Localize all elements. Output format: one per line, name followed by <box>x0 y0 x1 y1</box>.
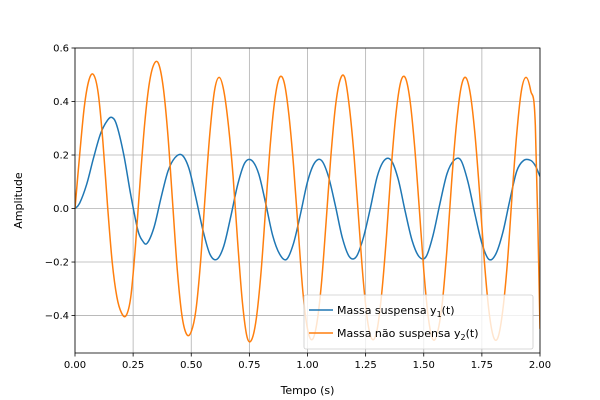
legend-label-massa-nao-suspensa: Massa não suspensa y2(t) <box>337 327 479 342</box>
x-tick-label: 0.50 <box>180 360 202 371</box>
x-axis: 0.00 0.25 0.50 0.75 1.00 1.25 1.50 1.75 2.00 <box>64 353 551 371</box>
x-tick-label: 0.00 <box>64 360 86 371</box>
y-tick-label: 0.6 <box>53 44 69 55</box>
legend-label-massa-nao-suspensa-tail: (t) <box>466 327 479 340</box>
legend-box <box>303 294 534 350</box>
y-tick-label: −0.2 <box>45 258 69 269</box>
x-tick-label: 1.50 <box>413 360 435 371</box>
y-axis-label: Amplitude <box>12 172 25 229</box>
x-tick-label: 1.75 <box>471 360 493 371</box>
legend-label-massa-suspensa: Massa suspensa y1(t) <box>337 304 455 319</box>
series-line-massa-suspensa <box>75 116 540 261</box>
y-tick-label: −0.4 <box>45 311 69 322</box>
legend-label-massa-nao-suspensa-main: Massa não suspensa y <box>337 327 461 340</box>
x-tick-label: 1.25 <box>354 360 376 371</box>
y-tick-label: 0.2 <box>53 151 69 162</box>
legend-label-massa-suspensa-main: Massa suspensa y <box>337 304 437 317</box>
x-tick-label: 0.75 <box>238 360 260 371</box>
x-tick-label: 1.00 <box>296 360 318 371</box>
y-axis: −0.4 −0.2 0.0 0.2 0.4 0.6 <box>45 44 75 322</box>
x-tick-label: 0.25 <box>122 360 144 371</box>
legend: Massa suspensa y1(t) Massa não suspensa … <box>303 294 534 350</box>
x-axis-label: Tempo (s) <box>280 384 335 397</box>
legend-label-massa-suspensa-tail: (t) <box>442 304 455 317</box>
legend-label-massa-suspensa-sub: 1 <box>437 310 442 319</box>
y-tick-label: 0.0 <box>53 204 69 215</box>
legend-label-massa-nao-suspensa-sub: 2 <box>461 333 466 342</box>
x-tick-label: 2.00 <box>529 360 551 371</box>
y-tick-label: 0.4 <box>53 97 69 108</box>
